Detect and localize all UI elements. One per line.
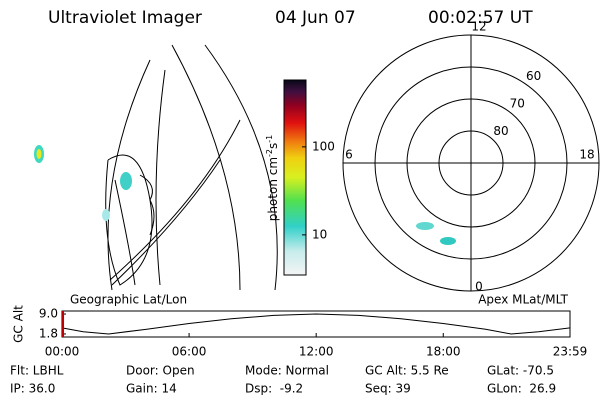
- x-tick-label: 00:00: [45, 345, 80, 359]
- lat-label: 80: [493, 124, 508, 138]
- lat-ring: [438, 130, 504, 196]
- time: 00:02:57 UT: [428, 8, 533, 28]
- panel-label: Geographic Lat/Lon: [70, 293, 187, 307]
- y-tick-label: 9.0: [39, 307, 58, 321]
- geographic-map: [34, 44, 278, 291]
- x-tick-label: 12:00: [299, 345, 334, 359]
- colorbar-label: photon cm-2s-1: [265, 135, 280, 222]
- lat-ring: [374, 66, 568, 260]
- mlt-label: 12: [471, 20, 486, 34]
- lat-label: 60: [526, 69, 541, 83]
- altitude-line: [61, 313, 571, 335]
- date: 04 Jun 07: [275, 8, 356, 28]
- aurora: [440, 237, 456, 245]
- colorbar: [283, 79, 307, 276]
- title: Ultraviolet Imager: [48, 8, 202, 28]
- lat-ring: [406, 98, 536, 228]
- mlt-label: 0: [475, 280, 483, 294]
- altitude-label: GC Alt: [12, 305, 26, 343]
- lat-label: 70: [510, 96, 525, 110]
- status-field: Seq: 39: [365, 382, 411, 396]
- x-tick-label: 18:00: [426, 345, 461, 359]
- colorbar-tick-label: 100: [312, 139, 335, 153]
- aurora: [416, 222, 434, 230]
- status-field: Gain: 14: [126, 382, 177, 396]
- mlt-label: 6: [345, 148, 353, 162]
- y-tick-label: 1.8: [39, 326, 58, 340]
- status-field: Door: Open: [126, 364, 195, 378]
- status-field: GLat: -70.5: [487, 364, 554, 378]
- status-field: GLon: 26.9: [487, 382, 556, 396]
- x-tick-label: 23:59: [553, 345, 588, 359]
- mlt-label: 18: [579, 148, 594, 162]
- colorbar-tick-label: 10: [312, 227, 327, 241]
- status-field: Dsp: -9.2: [245, 382, 303, 396]
- panel-label: Apex MLat/MLT: [478, 293, 568, 307]
- status-field: IP: 36.0: [10, 382, 55, 396]
- status-field: GC Alt: 5.5 Re: [365, 364, 449, 378]
- status-field: Mode: Normal: [245, 364, 329, 378]
- status-field: Flt: LBHL: [10, 364, 64, 378]
- x-tick-label: 06:00: [172, 345, 207, 359]
